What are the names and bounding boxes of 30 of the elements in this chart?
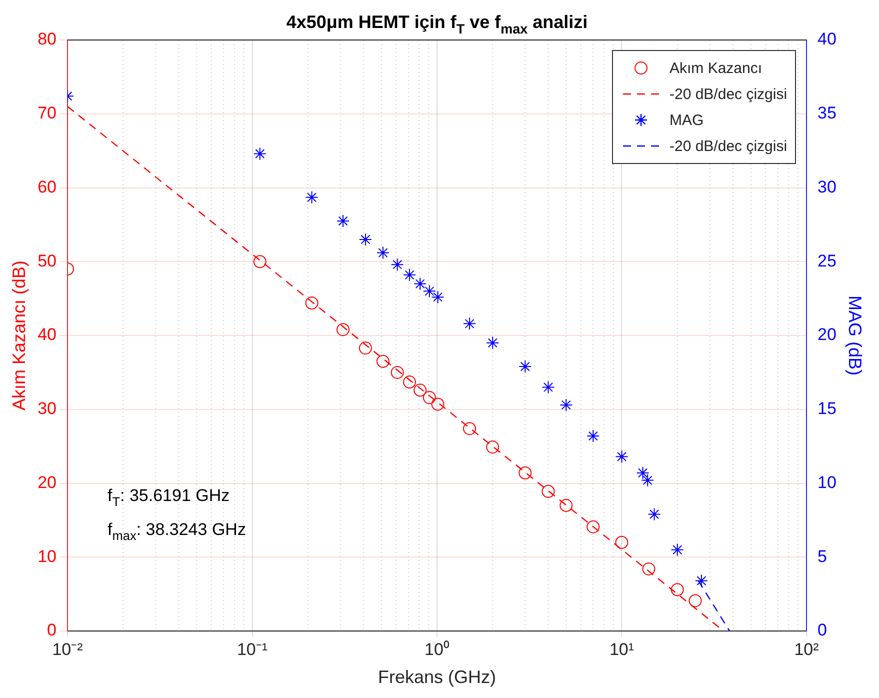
y2-tick-label: 15 bbox=[817, 399, 836, 418]
x-tick-label: 10² bbox=[794, 640, 820, 659]
x-tick-label: 10⁻² bbox=[52, 640, 84, 659]
legend-label: Akım Kazancı bbox=[669, 60, 762, 76]
y2-axis-title: MAG (dB) bbox=[845, 295, 866, 376]
y-tick-label: 40 bbox=[38, 325, 57, 344]
y2-tick-label: 20 bbox=[817, 325, 836, 344]
y2-tick-label: 5 bbox=[817, 546, 827, 566]
y-axis-title: Akım Kazancı (dB) bbox=[8, 260, 29, 411]
y-tick-label: 0 bbox=[47, 620, 57, 640]
y-tick-label: 70 bbox=[38, 104, 57, 123]
y-tick-label: 20 bbox=[38, 472, 57, 492]
y2-tick-label: 0 bbox=[817, 620, 827, 640]
x-tick-label: 10¹ bbox=[609, 640, 634, 659]
y2-tick-label: 35 bbox=[817, 104, 836, 123]
y-tick-label: 60 bbox=[38, 177, 57, 196]
legend-label: -20 dB/dec çizgisi bbox=[669, 138, 788, 154]
x-tick-label: 10⁰ bbox=[424, 640, 450, 659]
y-tick-label: 10 bbox=[38, 546, 57, 566]
legend-label: MAG bbox=[669, 112, 704, 128]
y2-tick-label: 10 bbox=[817, 472, 836, 492]
y2-tick-label: 25 bbox=[817, 251, 836, 270]
y2-tick-label: 40 bbox=[817, 30, 836, 49]
legend-label: -20 dB/dec çizgisi bbox=[669, 86, 788, 102]
x-tick-label: 10⁻¹ bbox=[236, 640, 268, 659]
y-tick-label: 50 bbox=[38, 251, 57, 270]
y-tick-label: 30 bbox=[38, 399, 57, 418]
y2-tick-label: 30 bbox=[817, 177, 836, 196]
x-axis-title: Frekans (GHz) bbox=[378, 667, 496, 688]
y-tick-label: 80 bbox=[38, 30, 57, 49]
